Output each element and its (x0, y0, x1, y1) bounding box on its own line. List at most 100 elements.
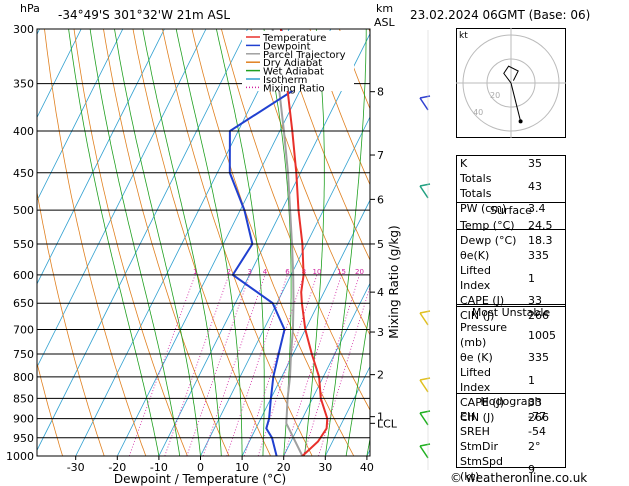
legend-label: Parcel Trajectory (263, 50, 346, 61)
isotherm-line (116, 29, 332, 456)
mixing-ratio-label: 6 (285, 268, 290, 276)
temp-tick-label: 0 (197, 461, 204, 474)
index-value: 3.4 (528, 202, 546, 215)
wind-barb (419, 445, 429, 459)
altitude-tick-label: 7 (377, 149, 384, 162)
x-axis-label: Dewpoint / Temperature (°C) (114, 472, 286, 486)
hodograph-unit-label: kt (459, 31, 468, 41)
altitude-tick-label: 1 (377, 411, 384, 424)
dry-adiabat (309, 29, 370, 186)
surface-value: 18.3 (528, 234, 553, 247)
dry-adiabat (103, 29, 230, 456)
pressure-tick-label: 550 (13, 238, 34, 251)
isotherm-line (324, 365, 370, 456)
storm-motion-vector (510, 82, 522, 122)
surface-row: CIN (J) 266 (457, 308, 565, 323)
surface-row: θe(K) 335 (457, 248, 565, 263)
index-row: Totals Totals 43 (457, 171, 565, 201)
wind-barb-flag (419, 183, 431, 187)
pressure-tick-label: 750 (13, 348, 34, 361)
isotherm-line (37, 29, 207, 368)
pressure-tick-label: 700 (13, 324, 34, 337)
index-label: K (460, 157, 468, 170)
most-unstable-label: Lifted Index (460, 366, 491, 394)
legend-label: Mixing Ratio (263, 83, 325, 94)
surface-row: Temp (°C) 24.5 (457, 218, 565, 233)
mixing-ratio-line (302, 274, 360, 456)
isotherm-line (37, 29, 82, 119)
surface-row: Lifted Index 1 (457, 263, 565, 293)
wet-adiabat (142, 29, 222, 456)
legend-label: Isotherm (263, 75, 307, 86)
location-title: -34°49'S 301°32'W 21m ASL (58, 8, 231, 22)
dry-adiabat (37, 361, 63, 456)
hodograph-row: EH -77 (457, 409, 565, 424)
dewpoint-line (228, 29, 305, 456)
plot-frame (36, 28, 371, 457)
isotherm-line (241, 199, 370, 456)
surface-label: CIN (J) (460, 309, 495, 322)
altitude-unit-label-asl: ASL (374, 16, 395, 29)
surface-label: CAPE (J) (460, 294, 505, 307)
legend-label: Dry Adiabat (263, 58, 322, 69)
index-value: 35 (528, 157, 542, 170)
mixing-ratio-line (186, 274, 251, 456)
most-unstable-value: 33 (528, 396, 542, 409)
temp-tick-label: 10 (235, 461, 249, 474)
dry-adiabat (44, 29, 147, 456)
altitude-unit-label: km (376, 2, 394, 15)
wind-barb (419, 379, 429, 393)
most-unstable-value: 266 (528, 411, 549, 424)
temp-tick-label: -30 (67, 461, 85, 474)
most-unstable-label: θe (K) (460, 351, 493, 364)
hodograph-value: -77 (528, 410, 546, 423)
wet-adiabat (114, 29, 201, 456)
surface-box: Surface Temp (°C) 24.5 Dewp (°C) 18.3 θe(K) 3… (456, 202, 566, 322)
hodograph-value: -54 (528, 425, 546, 438)
index-label: PW (cm) (460, 202, 507, 215)
storm-motion-point (518, 119, 523, 124)
most-unstable-label: Pressure (mb) (460, 321, 507, 349)
pressure-tick-label: 350 (13, 78, 34, 91)
isotherm-line (37, 29, 248, 452)
wind-barb (419, 97, 429, 111)
wet-adiabat (345, 305, 370, 456)
hodograph-label: EH (460, 410, 476, 423)
hodograph-table: EH -77 SREH -54 StmDir 2° StmSpd (kt) 9 (457, 409, 565, 484)
footer-credit: © weatheronline.co.uk (450, 471, 588, 485)
altitude-tick-label: LCL (377, 417, 398, 430)
pressure-tick-label: 400 (13, 125, 34, 138)
most-unstable-box: Most Unstable Pressure (mb) 1005 θe (K) 335… (456, 304, 566, 424)
most-unstable-row: θe (K) 335 (457, 350, 565, 365)
mixing-ratio-label: 4 (263, 268, 268, 276)
pressure-tick-label: 600 (13, 269, 34, 282)
mixing-ratio-line (283, 274, 342, 456)
mixing-ratio-label: 20 (355, 268, 364, 276)
wet-adiabat (89, 29, 181, 456)
wind-barbs (419, 30, 431, 470)
altitude-tick-label: 2 (377, 369, 384, 382)
hodograph-ring-label: 40 (473, 108, 483, 117)
wind-barb-flag (419, 310, 431, 314)
altitude-tick-label: 8 (377, 86, 384, 99)
hodograph-value: 2° (528, 440, 541, 453)
altitude-tick-label: 5 (377, 238, 384, 251)
dry-adiabat (132, 29, 271, 456)
most-unstable-label: CAPE (J) (460, 396, 505, 409)
index-row: K 35 (457, 156, 565, 171)
mixing-ratio-label: 3 (247, 268, 251, 276)
pressure-tick-label: 900 (13, 413, 34, 426)
pressure-tick-label: 500 (13, 204, 34, 217)
pressure-tick-label: 1000 (6, 450, 34, 463)
most-unstable-value: 1005 (528, 328, 556, 342)
surface-label: Dewp (°C) (460, 234, 517, 247)
hodograph-row: StmSpd (kt) 9 (457, 454, 565, 484)
surface-value: 1 (528, 271, 535, 285)
isotherm-line (37, 29, 124, 202)
mixing-ratio-label: 25 (369, 268, 378, 276)
pressure-tick-label: 800 (13, 371, 34, 384)
wind-barb (419, 312, 429, 326)
pressure-tick-label: 850 (13, 392, 34, 405)
